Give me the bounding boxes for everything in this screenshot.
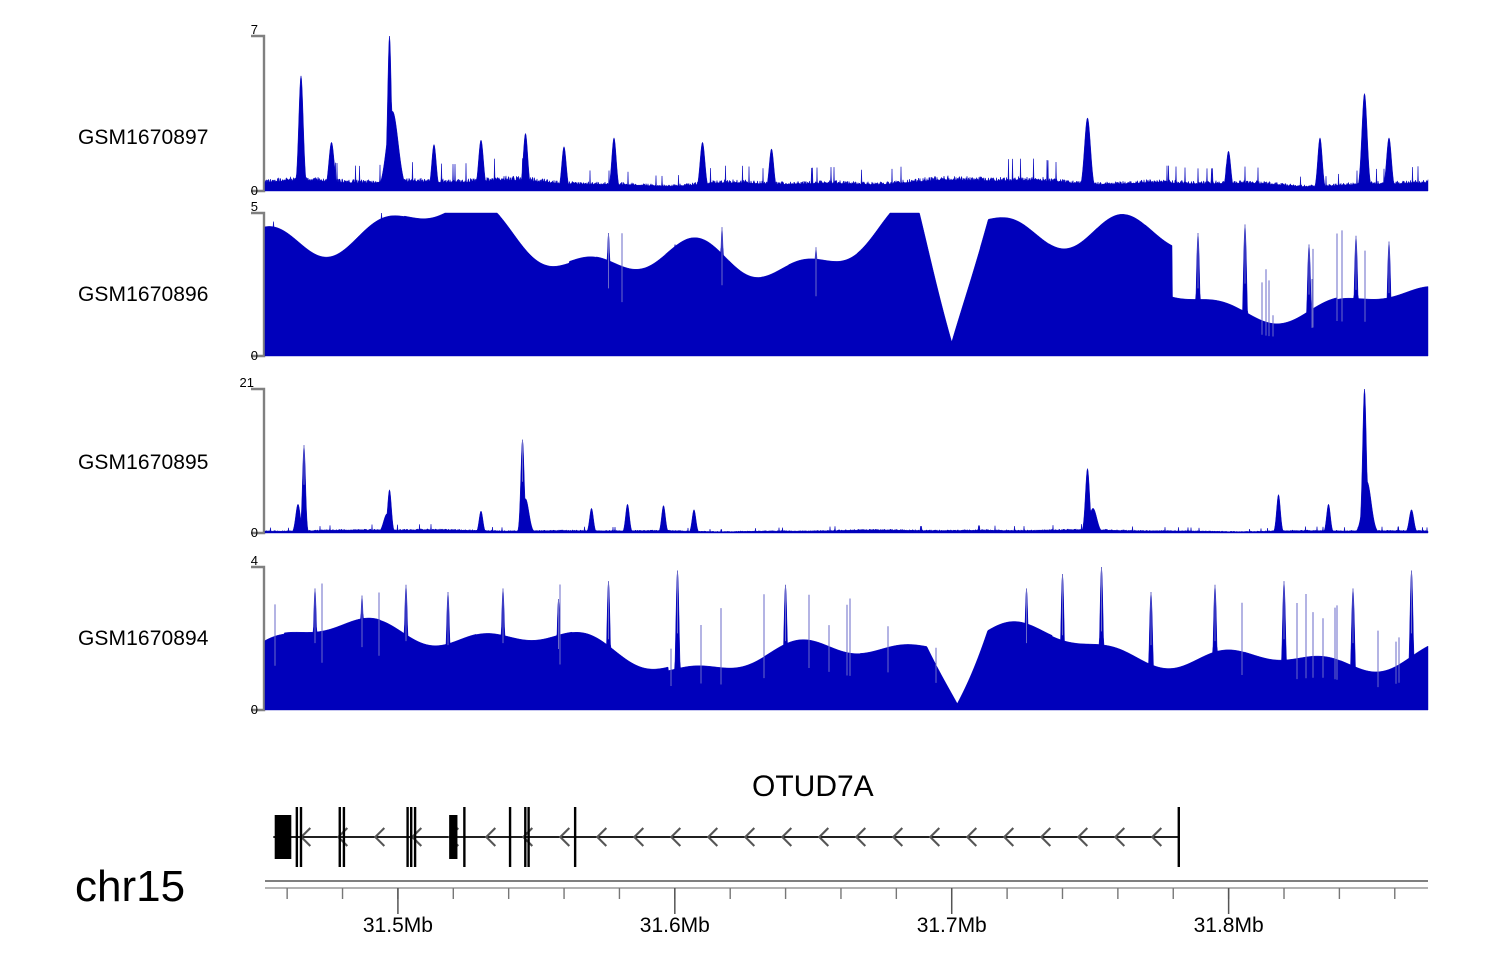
track-axis-min: 0 (250, 348, 258, 363)
track-axis-max: 4 (250, 553, 258, 568)
signal-track: GSM1670897 7 0 (0, 22, 1500, 198)
track-axis-min: 0 (250, 702, 258, 717)
track-axis-min: 0 (250, 525, 258, 540)
track-label: GSM1670896 (78, 283, 209, 306)
signal-track: GSM1670896 5 0 (0, 199, 1500, 363)
signal-track: GSM1670894 4 0 (0, 553, 1500, 717)
axis-tick-label: 31.7Mb (916, 914, 987, 937)
chromosome-label: chr15 (75, 862, 186, 911)
axis-tick-label: 31.5Mb (362, 914, 433, 937)
axis-tick-label: 31.6Mb (639, 914, 710, 937)
track-axis-max: 5 (250, 199, 258, 214)
coordinate-axis (265, 887, 1428, 914)
gene-model-track (265, 807, 1428, 882)
track-label: GSM1670894 (78, 627, 209, 650)
track-label: GSM1670897 (78, 126, 209, 149)
track-label: GSM1670895 (78, 451, 209, 474)
track-axis-min: 0 (250, 183, 258, 198)
track-axis-max: 7 (250, 22, 258, 37)
gene-name-label: OTUD7A (752, 770, 874, 803)
signal-track: GSM1670895 21 0 (0, 375, 1500, 540)
track-axis-max: 21 (239, 375, 254, 390)
axis-tick-label: 31.8Mb (1193, 914, 1264, 937)
